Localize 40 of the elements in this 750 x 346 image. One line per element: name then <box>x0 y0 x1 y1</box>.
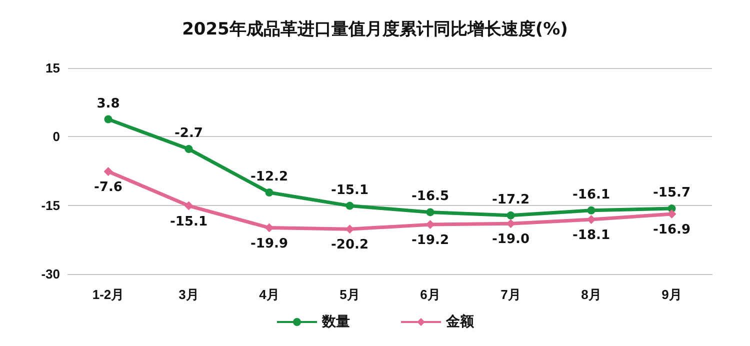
point <box>104 115 112 124</box>
x-tick-label: 4月 <box>259 287 280 302</box>
chart-title: 2025年成品革进口量值月度累计同比增长速度(%) <box>182 20 568 40</box>
y-tick-label: -30 <box>41 266 60 282</box>
y-tick-label: 0 <box>52 129 60 144</box>
data-label: -12.2 <box>250 170 288 185</box>
data-label: -18.1 <box>572 228 610 244</box>
data-label: -20.2 <box>331 238 368 253</box>
data-label: -15.1 <box>170 214 208 230</box>
x-tick-label: 7月 <box>500 287 521 302</box>
data-label: -17.2 <box>492 192 530 208</box>
data-label: -2.7 <box>174 126 203 142</box>
data-label: -7.6 <box>94 180 122 195</box>
data-label: -16.5 <box>412 189 449 204</box>
point <box>346 202 354 210</box>
data-label: 3.8 <box>96 96 120 112</box>
point <box>184 201 194 210</box>
data-label: -16.1 <box>572 187 610 202</box>
x-tick-label: 3月 <box>178 287 199 302</box>
x-tick-label: 1-2月 <box>92 287 124 302</box>
data-label: -16.9 <box>653 222 690 238</box>
point <box>184 145 193 154</box>
legend-label: 数量 <box>321 314 350 330</box>
y-tick-label: 15 <box>46 60 60 76</box>
x-tick-label: 5月 <box>340 287 360 302</box>
data-label: -19.2 <box>412 233 449 248</box>
legend-label: 金额 <box>445 313 475 330</box>
point <box>587 206 596 214</box>
point <box>104 166 113 176</box>
point <box>265 188 274 197</box>
x-tick-label: 8月 <box>581 287 602 302</box>
x-tick-label: 6月 <box>420 287 440 302</box>
data-label: -15.1 <box>331 182 368 198</box>
y-tick-label: -15 <box>41 198 60 213</box>
data-label: -15.7 <box>653 186 690 201</box>
point <box>506 211 515 220</box>
data-label: -19.0 <box>492 232 530 248</box>
data-label: -19.9 <box>250 236 288 252</box>
point <box>426 208 434 216</box>
x-tick-label: 9月 <box>662 287 682 302</box>
